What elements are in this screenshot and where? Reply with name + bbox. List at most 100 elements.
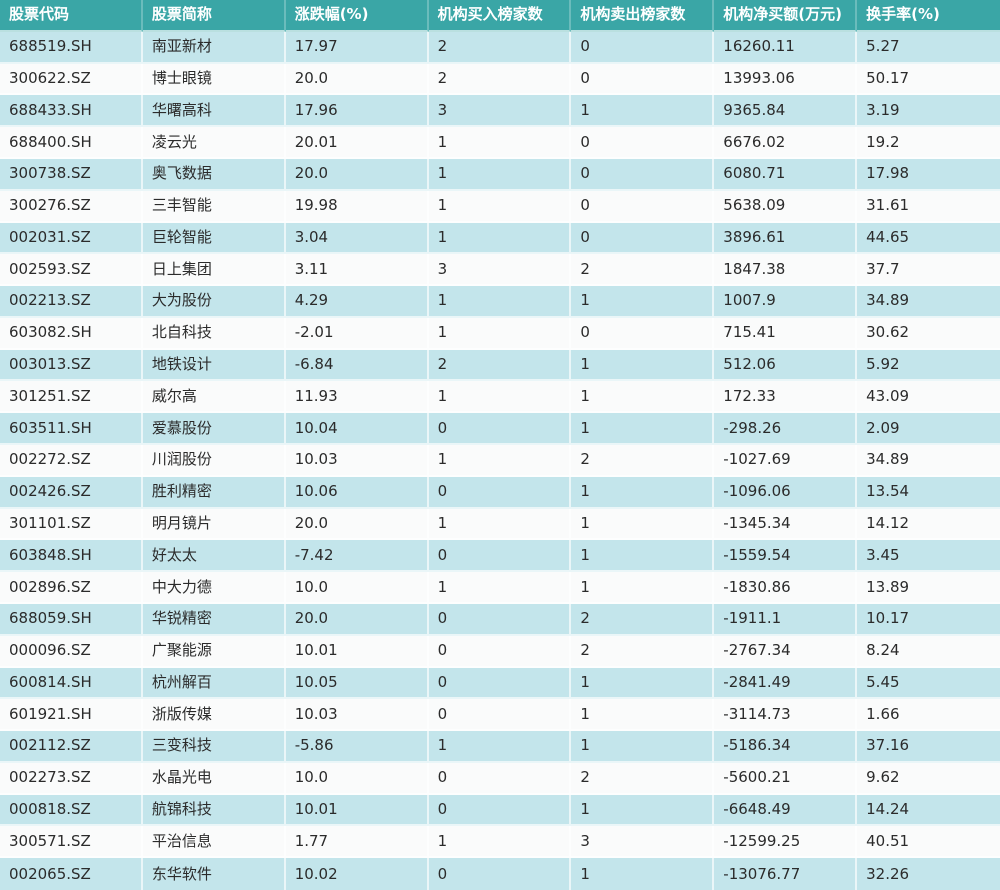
table-cell: 0: [428, 540, 572, 573]
table-cell: 南亚新材: [142, 31, 286, 64]
table-cell: -6.84: [285, 349, 429, 382]
table-cell: 34.89: [857, 286, 1000, 318]
table-cell: 603082.SH: [0, 317, 143, 350]
table-cell: 10.05: [285, 667, 429, 700]
table-cell: 威尔高: [142, 381, 286, 414]
table-cell: 300276.SZ: [0, 190, 143, 223]
table-cell: 2: [571, 445, 715, 477]
table-cell: 2: [571, 254, 715, 287]
table-cell: -1027.69: [714, 445, 858, 477]
table-cell: 中大力德: [142, 572, 286, 604]
table-cell: 巨轮智能: [142, 222, 286, 255]
table-cell: 20.01: [285, 127, 429, 159]
table-cell: 603511.SH: [0, 413, 143, 445]
table-cell: -5.86: [285, 731, 429, 763]
table-cell: -7.42: [285, 540, 429, 573]
table-cell: 奥飞数据: [142, 158, 286, 191]
table-cell: 爱慕股份: [142, 413, 286, 445]
table-cell: 13.89: [857, 572, 1000, 604]
table-cell: 5.27: [857, 31, 1000, 64]
table-cell: 1: [428, 222, 572, 255]
table-cell: 10.01: [285, 794, 429, 827]
table-cell: 10.04: [285, 413, 429, 445]
table-cell: -298.26: [714, 413, 858, 445]
table-cell: -2767.34: [714, 635, 858, 668]
table-cell: 5638.09: [714, 190, 858, 223]
table-cell: 300622.SZ: [0, 63, 143, 96]
table-cell: 603848.SH: [0, 540, 143, 573]
table-cell: 002426.SZ: [0, 476, 143, 509]
table-cell: 1: [428, 445, 572, 477]
table-cell: 水晶光电: [142, 762, 286, 795]
table-cell: 2: [571, 635, 715, 668]
table-cell: 10.0: [285, 572, 429, 604]
table-cell: 1: [571, 667, 715, 700]
table-cell: 17.97: [285, 31, 429, 64]
table-cell: 002273.SZ: [0, 762, 143, 795]
table-cell: 3: [428, 95, 572, 128]
table-cell: 002065.SZ: [0, 858, 143, 890]
table-cell: 172.33: [714, 381, 858, 414]
table-cell: 0: [428, 794, 572, 827]
table-cell: 1: [428, 190, 572, 223]
table-cell: -2841.49: [714, 667, 858, 700]
table-cell: 9365.84: [714, 95, 858, 128]
table-cell: 715.41: [714, 317, 858, 350]
table-cell: 1: [428, 826, 572, 859]
table-cell: 1: [571, 858, 715, 890]
table-cell: 1: [571, 349, 715, 382]
table-cell: 17.98: [857, 158, 1000, 191]
table-cell: 4.29: [285, 286, 429, 318]
column-header: 股票简称: [142, 0, 286, 32]
table-cell: 10.06: [285, 476, 429, 509]
table-cell: 13.54: [857, 476, 1000, 509]
table-cell: -1911.1: [714, 603, 858, 636]
table-cell: 44.65: [857, 222, 1000, 255]
table-cell: 0: [428, 476, 572, 509]
table-cell: 0: [571, 127, 715, 159]
table-cell: 19.2: [857, 127, 1000, 159]
table-cell: 3896.61: [714, 222, 858, 255]
table-cell: 1.66: [857, 699, 1000, 732]
table-cell: 9.62: [857, 762, 1000, 795]
table-cell: 1: [428, 731, 572, 763]
table-cell: -1345.34: [714, 508, 858, 541]
table-cell: -5186.34: [714, 731, 858, 763]
table-cell: 10.01: [285, 635, 429, 668]
table-cell: 博士眼镜: [142, 63, 286, 96]
table-cell: 5.92: [857, 349, 1000, 382]
table-cell: 512.06: [714, 349, 858, 382]
table-cell: 31.61: [857, 190, 1000, 223]
table-cell: 50.17: [857, 63, 1000, 96]
table-cell: 0: [428, 603, 572, 636]
table-cell: 30.62: [857, 317, 1000, 350]
table-cell: 1: [428, 317, 572, 350]
table-cell: 三变科技: [142, 731, 286, 763]
table-cell: 航锦科技: [142, 794, 286, 827]
table-cell: 20.0: [285, 63, 429, 96]
table-cell: 002112.SZ: [0, 731, 143, 763]
table-cell: 37.16: [857, 731, 1000, 763]
table-cell: 1: [571, 381, 715, 414]
table-cell: 1.77: [285, 826, 429, 859]
table-cell: 2: [428, 63, 572, 96]
table-cell: 0: [571, 63, 715, 96]
table-cell: 0: [571, 190, 715, 223]
table-cell: 1: [428, 572, 572, 604]
table-cell: 13993.06: [714, 63, 858, 96]
table-cell: 川润股份: [142, 445, 286, 477]
table-cell: 3: [428, 254, 572, 287]
table-cell: 1: [571, 95, 715, 128]
table-cell: 2: [571, 603, 715, 636]
table-cell: 300571.SZ: [0, 826, 143, 859]
table-cell: 0: [571, 31, 715, 64]
table-cell: 1: [428, 381, 572, 414]
table-cell: 16260.11: [714, 31, 858, 64]
table-cell: 601921.SH: [0, 699, 143, 732]
table-cell: 1: [571, 731, 715, 763]
table-cell: -2.01: [285, 317, 429, 350]
table-cell: 1: [571, 699, 715, 732]
table-cell: 20.0: [285, 603, 429, 636]
table-cell: 000096.SZ: [0, 635, 143, 668]
table-cell: 002272.SZ: [0, 445, 143, 477]
